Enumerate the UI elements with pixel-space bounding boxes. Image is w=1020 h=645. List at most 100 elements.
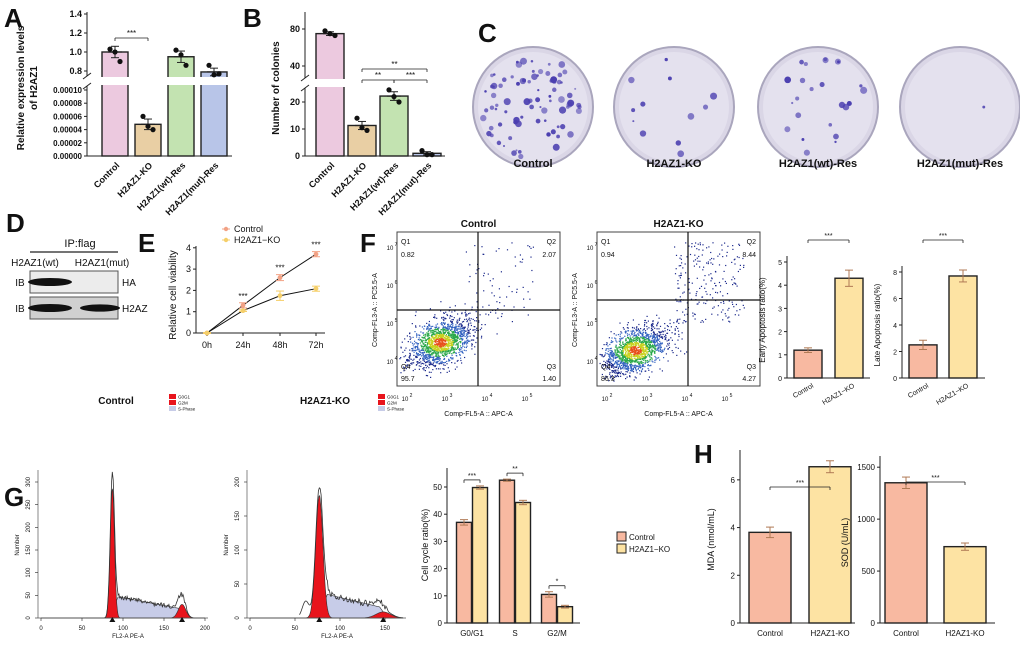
event-dot (427, 341, 430, 343)
event-dot (428, 325, 430, 327)
event-dot (619, 352, 621, 354)
event-dot (645, 337, 647, 339)
event-dot (619, 366, 621, 368)
event-dot (656, 339, 658, 341)
event-dot (642, 365, 644, 367)
colony (556, 134, 560, 139)
event-dot (649, 336, 651, 338)
event-dot (437, 340, 439, 342)
event-dot (434, 330, 436, 332)
event-dot (436, 342, 438, 344)
event-dot (637, 347, 640, 349)
event-dot (697, 303, 699, 305)
event-dot (426, 345, 428, 347)
event-dot (424, 334, 426, 336)
event-dot (677, 280, 679, 282)
replicate-point (150, 127, 156, 133)
event-dot (412, 350, 414, 352)
y-tick-label: 0 (893, 376, 897, 383)
event-dot (631, 331, 633, 333)
event-dot (428, 348, 430, 350)
colony (549, 99, 552, 103)
event-dot (435, 355, 437, 358)
event-dot (417, 362, 419, 364)
event-dot (643, 359, 645, 361)
event-dot (735, 283, 737, 285)
event-dot (462, 335, 464, 337)
event-dot (447, 352, 449, 354)
event-dot (703, 266, 705, 268)
event-dot (622, 327, 624, 329)
event-dot (410, 358, 412, 360)
event-dot (648, 355, 650, 357)
event-dot (431, 331, 433, 334)
event-dot (463, 329, 465, 331)
event-dot (448, 339, 450, 341)
event-dot (698, 255, 700, 258)
event-dot (662, 336, 664, 338)
event-dot (627, 343, 629, 345)
colony (527, 80, 531, 84)
plate-label: Control (513, 158, 552, 170)
event-dot (710, 262, 712, 264)
event-dot (612, 357, 614, 359)
event-dot (445, 339, 447, 341)
colony (664, 57, 668, 62)
event-dot (439, 358, 441, 360)
event-dot (642, 362, 644, 364)
event-dot (434, 340, 436, 342)
event-dot (611, 370, 613, 372)
event-dot (639, 341, 641, 343)
event-dot (446, 314, 449, 317)
bar-3 (200, 71, 228, 157)
event-dot (628, 349, 630, 351)
colony (480, 114, 487, 122)
event-dot (623, 328, 625, 330)
replicate-point (107, 46, 113, 52)
event-dot (653, 332, 655, 334)
event-dot (657, 334, 659, 336)
event-dot (443, 333, 445, 335)
bar-h2az1-ko (943, 545, 987, 624)
event-dot (650, 333, 652, 335)
event-dot (426, 328, 428, 330)
event-dot (685, 242, 687, 244)
event-dot (664, 336, 666, 338)
event-dot (697, 243, 699, 245)
event-dot (662, 330, 664, 332)
y-tick-base: 10 (387, 360, 394, 366)
event-dot (665, 353, 667, 355)
y-tick-label: 1.2 (69, 28, 82, 38)
event-dot (637, 354, 639, 356)
event-dot (406, 364, 408, 366)
event-dot (431, 356, 433, 359)
event-dot (634, 343, 636, 345)
event-dot (642, 337, 644, 339)
event-dot (671, 339, 673, 341)
colony (535, 97, 541, 103)
event-dot (621, 373, 624, 375)
event-dot (706, 262, 708, 264)
event-dot (418, 348, 420, 350)
event-dot (664, 323, 666, 325)
event-dot (432, 364, 434, 366)
event-dot (439, 337, 442, 339)
event-dot (471, 306, 473, 308)
event-dot (426, 334, 429, 336)
event-dot (432, 359, 434, 361)
event-dot (632, 333, 634, 335)
event-dot (641, 338, 644, 340)
event-dot (449, 315, 452, 317)
event-dot (460, 329, 462, 331)
event-dot (428, 335, 430, 337)
event-dot (644, 330, 647, 332)
event-dot (427, 359, 429, 361)
event-dot (674, 329, 676, 331)
event-dot (476, 301, 478, 303)
event-dot (529, 246, 531, 248)
event-dot (405, 347, 407, 349)
event-dot (481, 335, 483, 337)
event-dot (442, 343, 444, 345)
event-dot (417, 361, 419, 363)
